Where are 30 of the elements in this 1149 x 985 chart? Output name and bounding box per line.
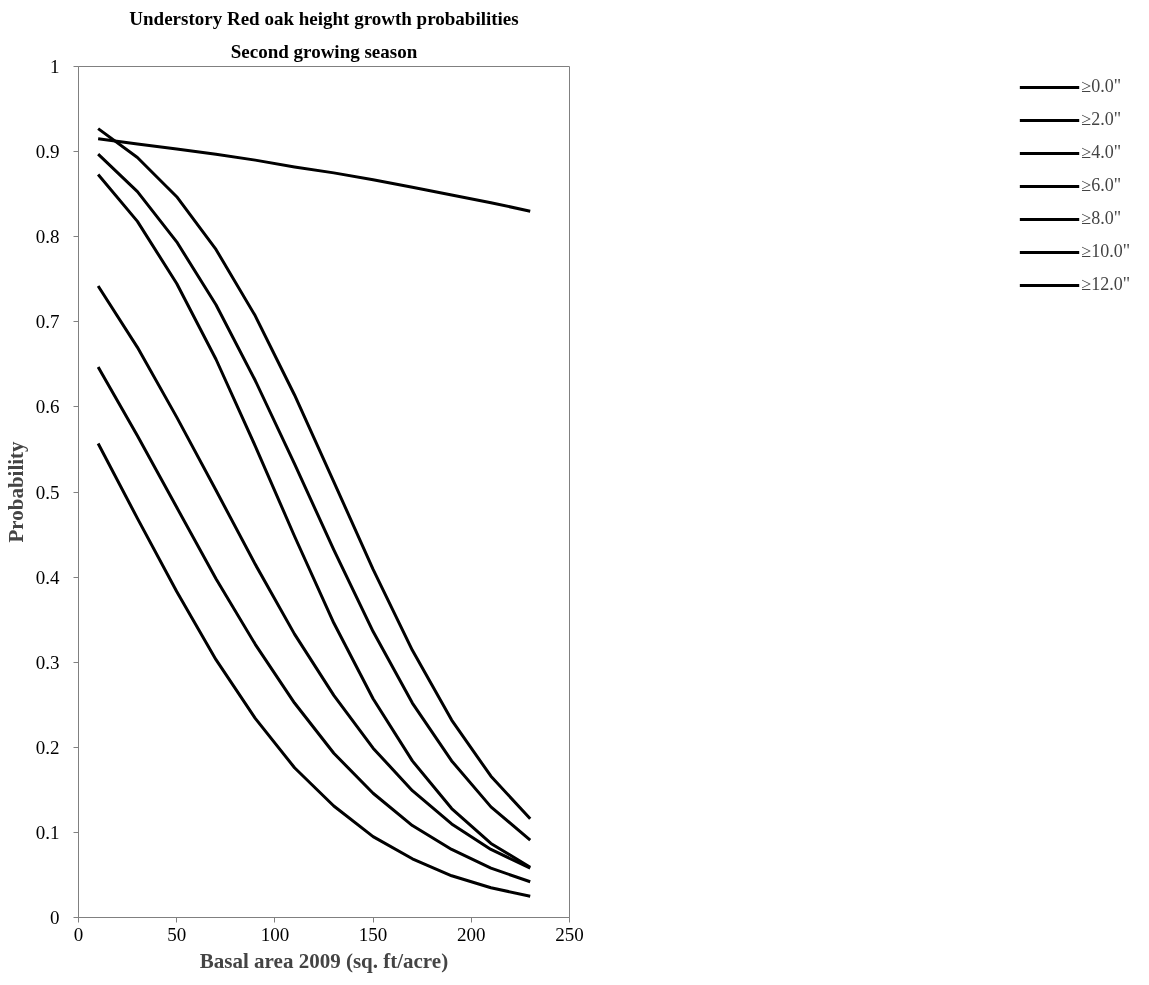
- chart-subtitle: Second growing season: [230, 40, 418, 62]
- chart-title: Understory Red oak height growth probabilities: [129, 7, 519, 29]
- y-tick-label: 0.9: [35, 141, 60, 163]
- y-axis-title: Probability: [3, 440, 28, 543]
- y-tick-label: 0.8: [35, 226, 60, 248]
- legend-label: ≥8.0": [1081, 208, 1121, 229]
- legend-label: ≥6.0": [1081, 175, 1121, 196]
- y-tick-label: 0.6: [35, 396, 60, 418]
- legend-label: ≥10.0": [1081, 241, 1130, 262]
- x-tick-label: 50: [167, 923, 187, 945]
- x-tick-label: 250: [555, 923, 584, 945]
- y-tick-label: 0.5: [35, 481, 60, 503]
- y-tick-label: 1: [50, 56, 60, 77]
- x-tick-label: 0: [73, 923, 84, 945]
- x-tick-label: 200: [457, 923, 486, 945]
- x-tick-label: 150: [358, 923, 388, 945]
- x-tick-label: 100: [260, 923, 290, 945]
- y-tick-label: 0.7: [35, 311, 60, 333]
- y-tick-label: 0.1: [35, 821, 60, 843]
- y-tick-label: 0: [50, 907, 60, 928]
- y-tick-label: 0.4: [35, 566, 60, 588]
- y-tick-label: 0.3: [35, 651, 60, 673]
- legend-label: ≥0.0": [1081, 76, 1121, 97]
- legend-label: ≥2.0": [1081, 109, 1121, 130]
- legend-label: ≥12.0": [1081, 274, 1130, 295]
- legend-label: ≥4.0": [1081, 142, 1121, 163]
- x-axis-title: Basal area 2009 (sq. ft/acre): [199, 948, 449, 973]
- y-tick-label: 0.2: [35, 736, 60, 758]
- line-series: [96, 441, 532, 898]
- line-series: [96, 365, 532, 884]
